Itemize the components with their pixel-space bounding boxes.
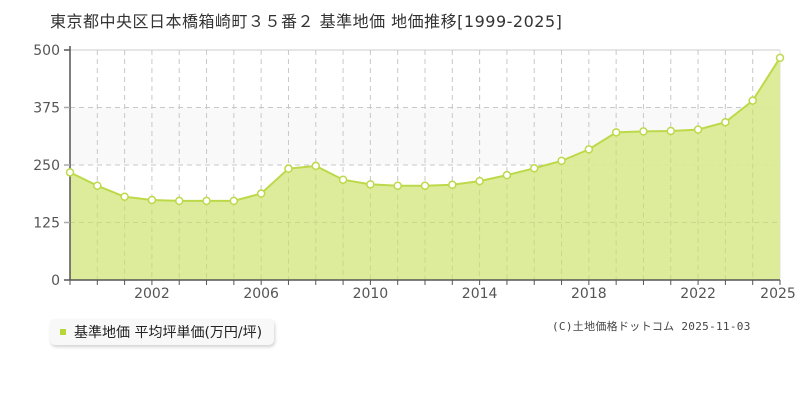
data-point <box>393 181 402 190</box>
x-tick-label: 2014 <box>462 286 498 302</box>
data-point <box>529 163 539 173</box>
data-point <box>284 164 293 173</box>
data-point <box>366 180 375 189</box>
data-point <box>693 125 703 134</box>
data-point <box>584 145 594 154</box>
data-point <box>65 168 75 177</box>
area-fill <box>70 57 780 280</box>
y-tick-label: 0 <box>51 273 60 289</box>
y-tick-label: 250 <box>33 158 60 174</box>
data-point <box>775 53 785 63</box>
legend: 基準地価 平均坪単価(万円/坪) <box>50 319 275 345</box>
x-tick-label: 2002 <box>134 286 170 302</box>
y-tick-label: 125 <box>33 216 60 232</box>
x-tick-label: 2018 <box>571 286 607 302</box>
y-axis-labels: 0 125 250 375 500 <box>33 43 60 289</box>
data-point <box>256 189 266 198</box>
y-tick-label: 500 <box>33 43 60 59</box>
x-axis-labels: 2002 2006 2010 2014 2018 2022 2025 <box>134 286 796 302</box>
data-point <box>475 176 484 186</box>
data-point <box>448 180 457 190</box>
data-point <box>338 175 348 184</box>
data-point <box>174 196 184 206</box>
copyright-credit: (C)土地価格ドットコム 2025-11-03 <box>552 320 751 333</box>
legend-label: 基準地価 平均坪単価(万円/坪) <box>74 325 263 341</box>
x-tick-label: 2025 <box>760 286 796 302</box>
y-tick-label: 375 <box>33 101 60 117</box>
chart-title: 東京都中央区日本橋箱崎町３５番２ 基準地価 地価推移[1999-2025] <box>50 12 563 31</box>
data-point <box>748 96 757 105</box>
axes <box>64 46 781 285</box>
data-point <box>502 170 512 180</box>
data-point <box>311 161 321 171</box>
data-point <box>120 192 129 201</box>
data-point <box>420 181 430 190</box>
data-point <box>229 196 239 206</box>
data-point <box>666 126 676 136</box>
data-point <box>147 195 157 205</box>
data-point <box>611 128 621 137</box>
data-points <box>65 53 785 206</box>
data-point <box>639 127 648 136</box>
x-tick-label: 2006 <box>243 286 279 302</box>
legend-swatch-icon <box>60 329 66 335</box>
data-point <box>557 156 566 166</box>
data-point <box>93 181 102 190</box>
x-tick-label: 2022 <box>680 286 716 302</box>
data-point <box>721 117 730 127</box>
x-tick-label: 2010 <box>353 286 389 302</box>
data-point <box>202 196 211 206</box>
